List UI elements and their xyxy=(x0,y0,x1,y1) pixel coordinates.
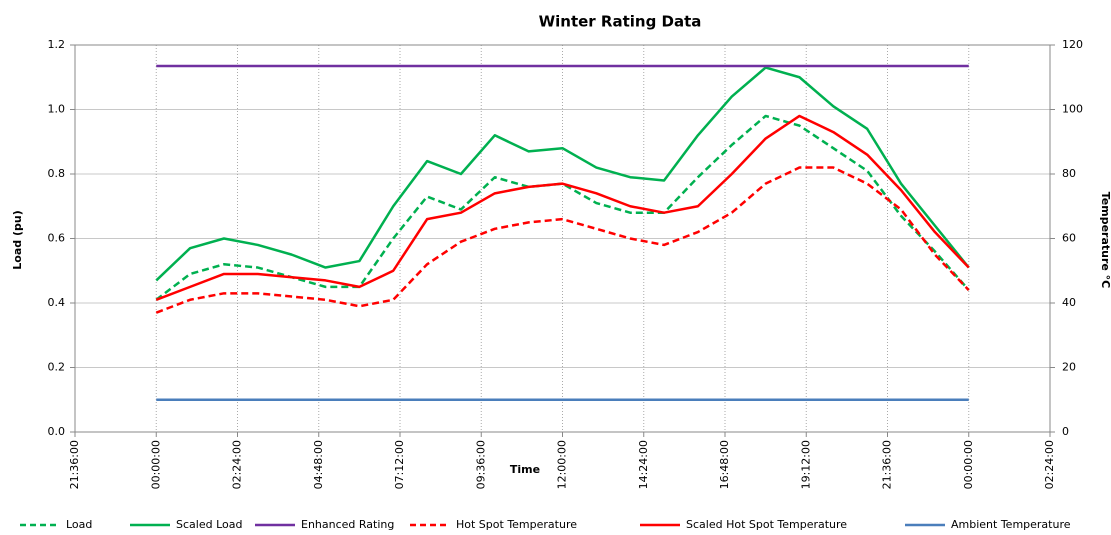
y2-tick-label: 120 xyxy=(1062,38,1083,51)
y2-tick-label: 100 xyxy=(1062,103,1083,116)
y-tick-label: 0.8 xyxy=(48,167,66,180)
chart-title: Winter Rating Data xyxy=(539,13,702,31)
legend-label: Hot Spot Temperature xyxy=(456,518,577,531)
y2-tick-label: 20 xyxy=(1062,361,1076,374)
x-axis-title: Time xyxy=(510,463,540,476)
x-tick-label: 02:24:00 xyxy=(1043,440,1056,489)
legend-label: Scaled Hot Spot Temperature xyxy=(686,518,847,531)
y2-tick-label: 0 xyxy=(1062,425,1069,438)
series-line xyxy=(155,166,970,314)
x-tick-label: 21:36:00 xyxy=(881,440,894,489)
legend-label: Load xyxy=(66,518,92,531)
x-tick-label: 14:24:00 xyxy=(637,440,650,489)
legend-label: Enhanced Rating xyxy=(301,518,394,531)
y2-tick-label: 80 xyxy=(1062,167,1076,180)
y-tick-label: 1.2 xyxy=(48,38,66,51)
y2-tick-label: 40 xyxy=(1062,296,1076,309)
y-tick-label: 0.6 xyxy=(48,232,66,245)
x-tick-label: 07:12:00 xyxy=(393,440,406,489)
x-tick-label: 00:00:00 xyxy=(962,440,975,489)
y2-tick-label: 60 xyxy=(1062,232,1076,245)
series-line xyxy=(155,114,970,301)
x-tick-label: 09:36:00 xyxy=(474,440,487,489)
y-tick-label: 0.4 xyxy=(48,296,66,309)
legend-label: Scaled Load xyxy=(176,518,242,531)
x-tick-label: 02:24:00 xyxy=(231,440,244,489)
series-line xyxy=(155,66,970,282)
x-tick-label: 04:48:00 xyxy=(312,440,325,489)
x-tick-label: 00:00:00 xyxy=(149,440,162,489)
x-tick-label: 21:36:00 xyxy=(68,440,81,489)
x-tick-label: 16:48:00 xyxy=(718,440,731,489)
x-tick-label: 12:00:00 xyxy=(556,440,569,489)
y-tick-label: 0.0 xyxy=(48,425,66,438)
y-tick-label: 1.0 xyxy=(48,103,66,116)
y-tick-label: 0.2 xyxy=(48,361,66,374)
y-axis-title: Load (pu) xyxy=(11,210,24,269)
y2-axis-title: Temperature °C xyxy=(1099,192,1111,289)
plot-area xyxy=(74,44,1051,433)
x-tick-label: 19:12:00 xyxy=(799,440,812,489)
legend-label: Ambient Temperature xyxy=(951,518,1071,531)
